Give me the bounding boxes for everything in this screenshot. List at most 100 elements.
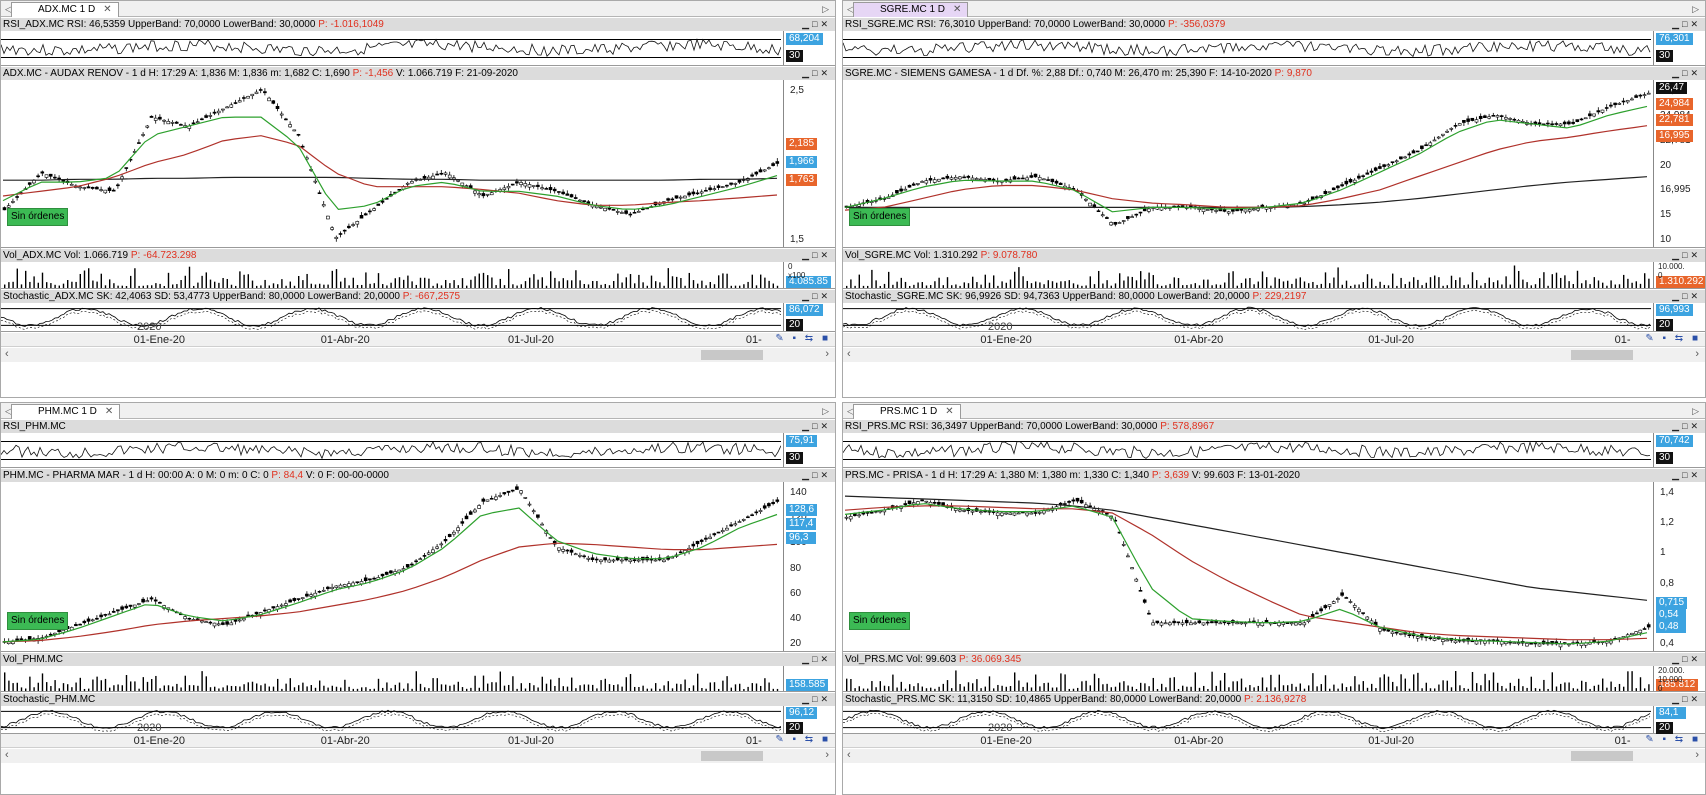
volume-bar xyxy=(1106,280,1108,288)
close-icon[interactable]: ✕ xyxy=(103,4,112,15)
candle-body xyxy=(460,521,465,524)
volume-bar xyxy=(608,285,611,288)
nav-left-icon[interactable]: ◁ xyxy=(5,406,12,416)
pane-window-buttons[interactable]: ▁□✕ xyxy=(798,290,831,302)
pane-window-buttons[interactable]: ▁□✕ xyxy=(798,469,831,481)
nav-right-icon[interactable]: ▷ xyxy=(822,4,829,14)
scroll-thumb[interactable] xyxy=(701,751,763,761)
nav-right-icon[interactable]: ▷ xyxy=(1692,406,1699,416)
horizontal-scrollbar[interactable]: ‹ › xyxy=(843,749,1705,763)
candle-body xyxy=(632,211,637,214)
pane-window-buttons[interactable]: ▁□✕ xyxy=(1668,653,1701,665)
pane-window-buttons[interactable]: ▁□✕ xyxy=(798,249,831,261)
orders-status-badge[interactable]: Sin órdenes xyxy=(849,612,911,630)
chart-tab[interactable]: PRS.MC 1 D ✕ xyxy=(853,404,961,419)
volume-bar xyxy=(896,687,898,691)
chart-tools-icons[interactable]: ✎ ▪ ⇆ ■ xyxy=(775,333,831,344)
horizontal-scrollbar[interactable]: ‹ › xyxy=(843,348,1705,362)
chart-tools-icons[interactable]: ✎ ▪ ⇆ ■ xyxy=(1645,333,1701,344)
volume-bar xyxy=(892,674,894,691)
volume-bar xyxy=(298,276,300,288)
scroll-left-icon[interactable]: ‹ xyxy=(847,749,851,761)
scroll-right-icon[interactable]: › xyxy=(1695,348,1699,360)
candle-body xyxy=(716,531,721,534)
stochastic-plot-area xyxy=(1,706,781,733)
volume-bar xyxy=(1543,679,1545,691)
volume-bar xyxy=(1635,688,1637,691)
scroll-left-icon[interactable]: ‹ xyxy=(5,749,9,761)
volume-bar xyxy=(1110,687,1112,691)
candle-body xyxy=(1004,512,1008,515)
candle-body xyxy=(1016,512,1021,515)
candle-body xyxy=(271,606,276,609)
pane-window-buttons[interactable]: ▁□✕ xyxy=(798,67,831,79)
pane-window-buttons[interactable]: ▁□✕ xyxy=(1668,249,1701,261)
volume-bar xyxy=(1182,685,1184,691)
candle-body xyxy=(691,543,696,547)
candle-body xyxy=(569,194,574,198)
volume-bar xyxy=(1585,280,1587,288)
nav-left-icon[interactable]: ◁ xyxy=(847,4,854,14)
chart-tools-icons[interactable]: ✎ ▪ ⇆ ■ xyxy=(775,734,831,745)
candle-body xyxy=(1260,622,1265,627)
nav-left-icon[interactable]: ◁ xyxy=(5,4,12,14)
volume-bar xyxy=(88,688,90,691)
horizontal-scrollbar[interactable]: ‹ › xyxy=(1,749,835,763)
scroll-right-icon[interactable]: › xyxy=(1695,749,1699,761)
horizontal-scrollbar[interactable]: ‹ › xyxy=(1,348,835,362)
scroll-right-icon[interactable]: › xyxy=(825,348,829,360)
pane-window-buttons[interactable]: ▁□✕ xyxy=(1668,420,1701,432)
pane-window-buttons[interactable]: ▁□✕ xyxy=(1668,290,1701,302)
candle-body xyxy=(1579,118,1584,121)
volume-bar xyxy=(96,676,98,691)
pane-window-buttons[interactable]: ▁□✕ xyxy=(798,653,831,665)
volume-bar xyxy=(1228,272,1230,288)
chart-tab[interactable]: ADX.MC 1 D ✕ xyxy=(11,2,119,17)
pane-window-buttons[interactable]: ▁□✕ xyxy=(798,693,831,705)
candle-body xyxy=(1504,117,1508,120)
volume-bar xyxy=(1522,279,1524,288)
volume-bar xyxy=(197,685,199,691)
volume-bar xyxy=(655,281,657,288)
volume-bar xyxy=(1198,687,1201,691)
orders-status-badge[interactable]: Sin órdenes xyxy=(7,612,69,630)
candle-body xyxy=(932,502,937,504)
volume-bar xyxy=(638,686,640,691)
nav-right-icon[interactable]: ▷ xyxy=(822,406,829,416)
date-axis: 2020 01-Ene-20 01-Abr-20 01-Jul-20 01- xyxy=(1,321,835,347)
stoch-lower-badge: 20 xyxy=(786,319,804,331)
orders-status-badge[interactable]: Sin órdenes xyxy=(849,208,911,226)
pane-window-buttons[interactable]: ▁□✕ xyxy=(1668,469,1701,481)
scroll-thumb[interactable] xyxy=(1571,751,1633,761)
scroll-thumb[interactable] xyxy=(1571,350,1633,360)
scroll-left-icon[interactable]: ‹ xyxy=(847,348,851,360)
close-icon[interactable]: ✕ xyxy=(953,4,962,15)
volume-bar xyxy=(613,685,615,691)
scroll-left-icon[interactable]: ‹ xyxy=(5,348,9,360)
volume-bar xyxy=(1358,684,1360,691)
chart-tab[interactable]: PHM.MC 1 D ✕ xyxy=(11,404,121,419)
pane-window-buttons[interactable]: ▁□✕ xyxy=(1668,693,1701,705)
candle-body xyxy=(1029,175,1034,178)
scroll-right-icon[interactable]: › xyxy=(825,749,829,761)
pane-window-buttons[interactable]: ▁□✕ xyxy=(798,420,831,432)
volume-bar xyxy=(1471,272,1474,288)
chart-tools-icons[interactable]: ✎ ▪ ⇆ ■ xyxy=(1645,734,1701,745)
orders-status-badge[interactable]: Sin órdenes xyxy=(7,208,69,226)
volume-bar xyxy=(4,284,6,288)
volume-bar xyxy=(1446,285,1448,288)
pane-window-buttons[interactable]: ▁□✕ xyxy=(1668,67,1701,79)
volume-bar xyxy=(1425,282,1427,288)
chart-tab[interactable]: SGRE.MC 1 D ✕ xyxy=(853,2,969,17)
nav-left-icon[interactable]: ◁ xyxy=(847,406,854,416)
pane-window-buttons[interactable]: ▁□✕ xyxy=(798,18,831,30)
stoch-k-line xyxy=(1,306,781,327)
scroll-thumb[interactable] xyxy=(701,350,763,360)
close-icon[interactable]: ✕ xyxy=(104,406,114,417)
nav-right-icon[interactable]: ▷ xyxy=(1692,4,1699,14)
pane-window-buttons[interactable]: ▁□✕ xyxy=(1668,18,1701,30)
close-icon[interactable]: ✕ xyxy=(945,406,954,417)
year-label: 2020 xyxy=(988,722,1013,734)
volume-bar xyxy=(541,277,543,288)
volume-bar xyxy=(209,279,212,288)
